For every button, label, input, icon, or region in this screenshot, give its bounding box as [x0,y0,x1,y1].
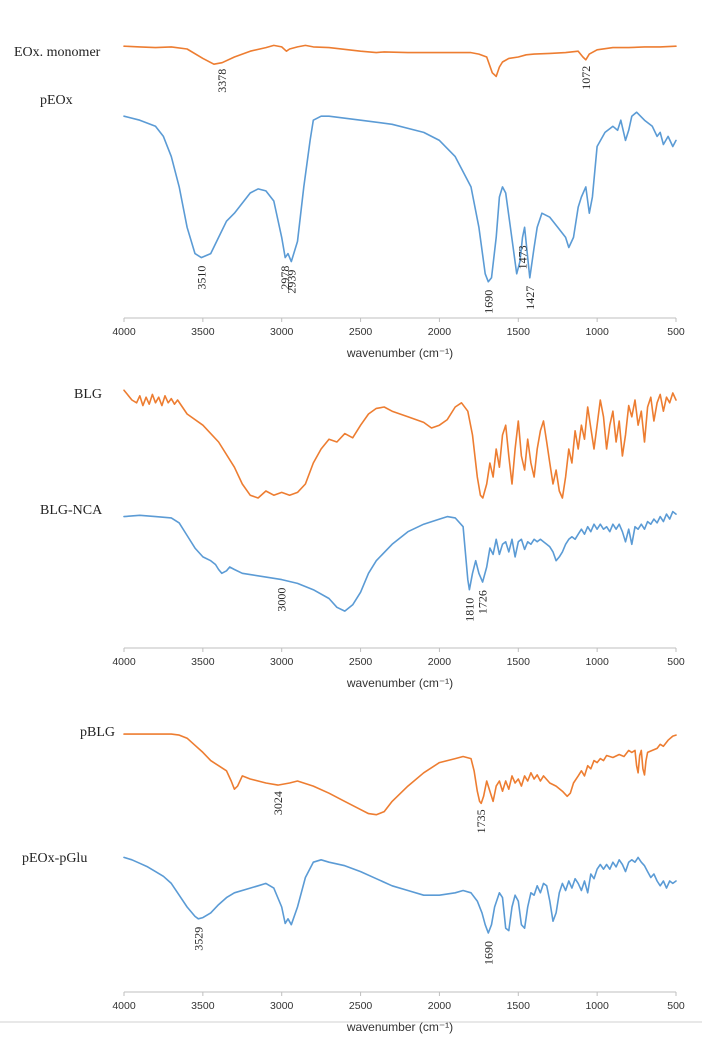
peak-label-1072: 1072 [579,66,593,90]
x-tick-label: 3500 [191,1000,215,1012]
x-tick-label: 2000 [428,1000,452,1012]
peak-label-1735: 1735 [474,809,488,833]
peak-label-2939: 2939 [284,270,298,294]
x-tick-label: 2500 [349,656,373,668]
spectrum-line-peox-pglu [123,856,677,934]
spectrum-panel-2: BLG BLG-NCA 3000 1810 1726 4000 3500 3000 2500 20… [40,387,685,690]
x-tick-label: 4000 [112,1000,136,1012]
spectrum-line-pblg [123,733,677,816]
x-tick-label: 500 [667,656,685,668]
x-tick-label: 4000 [112,656,136,668]
x-tick-label: 1500 [507,326,531,338]
x-tick-label: 3500 [191,326,215,338]
peak-label-1427: 1427 [523,286,537,310]
spectrum-line-blg [123,389,677,499]
peak-label-1473: 1473 [516,245,530,269]
series-label-eox-monomer: EOx. monomer [14,45,101,60]
x-tick-label: 3000 [270,1000,294,1012]
x-axis-title: wavenumber (cm⁻¹) [346,676,453,690]
series-label-pblg: pBLG [80,725,115,740]
spectrum-line-eox-monomer [123,44,677,78]
x-tick-label: 4000 [112,326,136,338]
peak-label-1690: 1690 [481,941,495,965]
peak-label-1810: 1810 [462,598,476,622]
x-tick-label: 3000 [270,326,294,338]
x-tick-label: 1000 [585,1000,609,1012]
spectrum-line-peox [123,111,677,283]
series-label-blg-nca: BLG-NCA [40,503,103,518]
x-tick-label: 500 [667,1000,685,1012]
x-tick-label: 2500 [349,326,373,338]
x-tick-label: 1500 [507,656,531,668]
x-tick-label: 1000 [585,656,609,668]
spectrum-panel-3: pBLG 3024 1735 pEOx-pGlu 3529 1690 4000 3500 300… [22,725,685,1034]
series-label-blg: BLG [74,387,102,402]
x-tick-label: 1500 [507,1000,531,1012]
peak-label-3378: 3378 [215,69,229,93]
peak-label-1726: 1726 [476,590,490,614]
x-tick-label: 2000 [428,656,452,668]
peak-label-2978: 2978 [278,266,292,290]
x-tick-label: 3000 [270,656,294,668]
x-tick-label: 2000 [428,326,452,338]
x-axis-title: wavenumber (cm⁻¹) [346,346,453,360]
peak-label-3510: 3510 [194,266,208,290]
peak-label-3000: 3000 [275,588,289,612]
series-label-peox-pglu: pEOx-pGlu [22,851,87,866]
x-axis-title: wavenumber (cm⁻¹) [346,1020,453,1034]
peak-label-3024: 3024 [271,791,285,815]
spectrum-line-blg-nca [123,510,677,612]
series-label-peox: pEOx [40,93,73,108]
x-tick-label: 1000 [585,326,609,338]
x-tick-label: 2500 [349,1000,373,1012]
x-tick-label: 500 [667,326,685,338]
peak-label-3529: 3529 [191,927,205,951]
x-tick-label: 3500 [191,656,215,668]
peak-label-1690: 1690 [481,290,495,314]
